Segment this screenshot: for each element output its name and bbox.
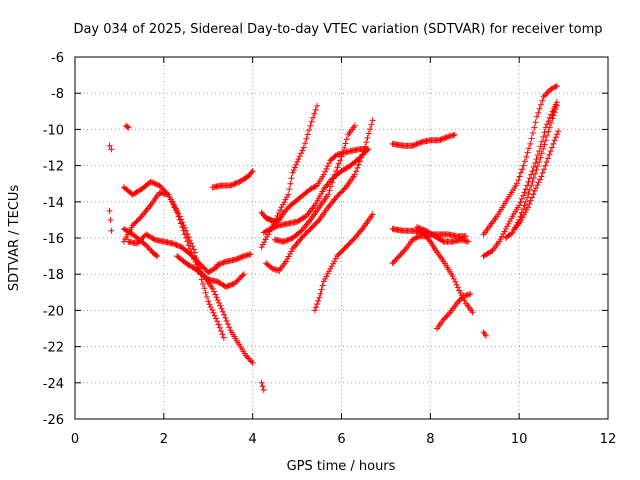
- data-track: [311, 211, 376, 314]
- data-track: [414, 224, 472, 245]
- data-points: [106, 83, 562, 393]
- y-tick-label: -18: [43, 268, 64, 283]
- data-track: [258, 379, 267, 393]
- data-track: [125, 231, 221, 276]
- x-axis-label: GPS time / hours: [287, 459, 396, 474]
- x-tick-label: 4: [249, 432, 257, 447]
- data-track: [263, 117, 376, 274]
- x-tick-label: 2: [160, 432, 168, 447]
- data-track: [106, 142, 115, 153]
- x-tick-label: 10: [511, 432, 528, 447]
- y-axis: -6 -8 -10 -12 -14 -16 -18 -20 -22 -24 -26: [43, 51, 608, 428]
- grid-lines: [75, 57, 608, 419]
- data-track: [106, 207, 115, 234]
- y-tick-label: -26: [43, 413, 64, 428]
- data-track: [434, 291, 474, 332]
- y-axis-label: SDTVAR / TECUs: [7, 185, 22, 292]
- data-track: [209, 168, 256, 191]
- x-tick-label: 12: [600, 432, 617, 447]
- data-track: [511, 128, 562, 232]
- y-tick-label: -14: [43, 196, 64, 211]
- x-tick-label: 6: [337, 432, 345, 447]
- data-track: [214, 251, 254, 269]
- data-track: [174, 253, 256, 366]
- data-track: [123, 122, 132, 131]
- y-tick-label: -16: [43, 232, 64, 247]
- x-tick-label: 8: [426, 432, 434, 447]
- data-track: [271, 122, 358, 245]
- y-tick-label: -8: [51, 87, 64, 102]
- y-tick-label: -22: [43, 341, 64, 356]
- chart-title: Day 034 of 2025, Sidereal Day-to-day VTE…: [73, 22, 602, 37]
- y-tick-label: -6: [51, 51, 64, 66]
- data-track: [258, 102, 321, 251]
- data-track: [389, 233, 476, 316]
- data-track: [480, 99, 560, 260]
- y-tick-label: -12: [43, 160, 64, 175]
- y-tick-label: -20: [43, 304, 64, 319]
- data-track: [480, 329, 489, 339]
- x-axis: 0 2 4 6 8 10 12: [71, 57, 616, 447]
- y-tick-label: -24: [43, 377, 64, 392]
- x-tick-label: 0: [71, 432, 79, 447]
- data-track: [480, 83, 560, 238]
- y-tick-label: -10: [43, 123, 64, 138]
- data-track: [389, 131, 458, 149]
